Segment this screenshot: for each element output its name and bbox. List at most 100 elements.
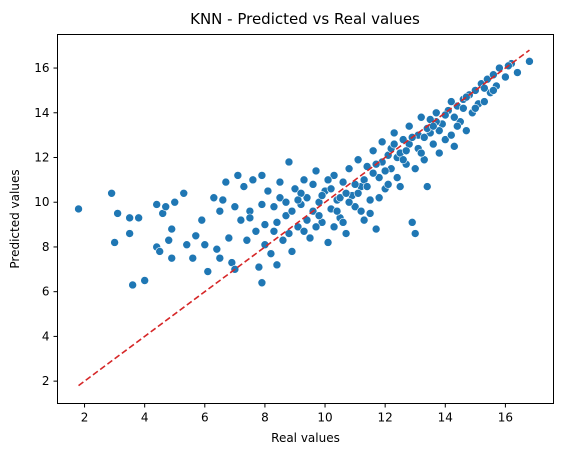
points-layer bbox=[74, 57, 534, 290]
data-point bbox=[293, 195, 303, 205]
x-tick-label: 12 bbox=[378, 411, 393, 425]
data-point bbox=[284, 157, 294, 167]
data-point bbox=[221, 177, 231, 187]
data-point bbox=[233, 171, 243, 180]
data-point bbox=[422, 182, 432, 191]
data-point bbox=[377, 137, 387, 147]
data-point bbox=[353, 155, 363, 165]
data-point bbox=[431, 108, 441, 118]
data-point bbox=[356, 206, 366, 216]
data-point bbox=[308, 180, 318, 189]
data-point bbox=[480, 97, 489, 106]
data-point bbox=[263, 186, 273, 196]
data-point bbox=[200, 240, 210, 250]
data-point bbox=[212, 244, 222, 254]
data-point bbox=[317, 191, 327, 200]
x-tick-label: 10 bbox=[317, 411, 332, 425]
data-point bbox=[332, 206, 342, 216]
data-point bbox=[371, 224, 381, 234]
y-tick-label: 6 bbox=[42, 285, 50, 299]
data-point bbox=[398, 155, 408, 165]
data-point bbox=[290, 184, 300, 194]
data-point bbox=[338, 218, 348, 227]
data-point bbox=[284, 229, 294, 238]
data-point bbox=[350, 202, 360, 211]
y-tick-label: 12 bbox=[34, 151, 49, 165]
data-point bbox=[269, 202, 279, 211]
data-point bbox=[404, 121, 414, 131]
data-point bbox=[419, 133, 429, 142]
data-point bbox=[453, 121, 462, 131]
data-point bbox=[365, 209, 375, 218]
y-axis-label: Predicted values bbox=[8, 169, 22, 268]
data-point bbox=[389, 128, 399, 138]
data-point bbox=[278, 235, 288, 245]
data-point bbox=[275, 177, 285, 187]
data-point bbox=[281, 197, 291, 207]
reference-line-layer bbox=[78, 49, 530, 387]
data-point bbox=[167, 224, 177, 234]
data-point bbox=[407, 218, 417, 227]
data-point bbox=[215, 253, 225, 263]
reference-line bbox=[78, 49, 530, 387]
data-point bbox=[152, 200, 161, 209]
data-point bbox=[344, 164, 354, 173]
data-point bbox=[459, 104, 468, 113]
data-point bbox=[341, 188, 351, 198]
data-point bbox=[329, 171, 339, 180]
data-point bbox=[203, 267, 213, 276]
data-point bbox=[489, 70, 498, 80]
data-point bbox=[311, 222, 321, 232]
data-point bbox=[416, 148, 426, 158]
data-point bbox=[254, 262, 264, 272]
data-point bbox=[224, 233, 234, 243]
plot-frame bbox=[57, 34, 554, 404]
data-point bbox=[434, 148, 444, 158]
data-point bbox=[215, 206, 225, 216]
data-point bbox=[245, 213, 255, 223]
data-point bbox=[266, 249, 276, 258]
data-point bbox=[449, 142, 459, 151]
data-point bbox=[134, 213, 143, 223]
x-tick-label: 2 bbox=[81, 411, 89, 425]
data-point bbox=[380, 166, 390, 176]
y-tick-label: 4 bbox=[42, 329, 50, 343]
x-tick-label: 14 bbox=[438, 411, 453, 425]
data-point bbox=[362, 182, 372, 191]
data-point bbox=[281, 211, 291, 220]
data-point bbox=[446, 130, 456, 140]
data-point bbox=[110, 238, 119, 247]
data-point bbox=[329, 222, 339, 232]
data-point bbox=[257, 171, 267, 180]
data-point bbox=[275, 193, 285, 203]
data-point bbox=[314, 211, 324, 220]
data-point bbox=[182, 240, 192, 250]
data-point bbox=[501, 72, 510, 82]
data-point bbox=[164, 235, 174, 245]
data-point bbox=[311, 166, 321, 176]
data-point bbox=[305, 233, 315, 243]
data-point bbox=[299, 227, 309, 236]
data-point bbox=[365, 195, 375, 205]
data-point bbox=[269, 227, 279, 236]
data-point bbox=[140, 276, 149, 285]
data-point bbox=[74, 204, 83, 214]
data-point bbox=[428, 121, 438, 131]
data-point bbox=[257, 200, 267, 209]
data-point bbox=[230, 202, 240, 211]
data-point bbox=[188, 253, 198, 263]
data-point bbox=[257, 278, 267, 288]
data-point bbox=[191, 231, 201, 241]
data-point bbox=[513, 68, 522, 77]
x-tick-label: 8 bbox=[261, 411, 269, 425]
data-point bbox=[323, 175, 333, 185]
data-point bbox=[239, 182, 249, 191]
x-axis: 2 4 6 8 10 12 14 16 bbox=[81, 403, 513, 425]
data-point bbox=[416, 112, 426, 122]
data-point bbox=[287, 247, 297, 256]
data-point bbox=[170, 197, 180, 207]
data-point bbox=[440, 135, 450, 144]
y-axis: 2 4 6 8 10 12 14 16 bbox=[34, 61, 58, 388]
data-point bbox=[179, 188, 189, 198]
y-tick-label: 8 bbox=[42, 240, 50, 254]
